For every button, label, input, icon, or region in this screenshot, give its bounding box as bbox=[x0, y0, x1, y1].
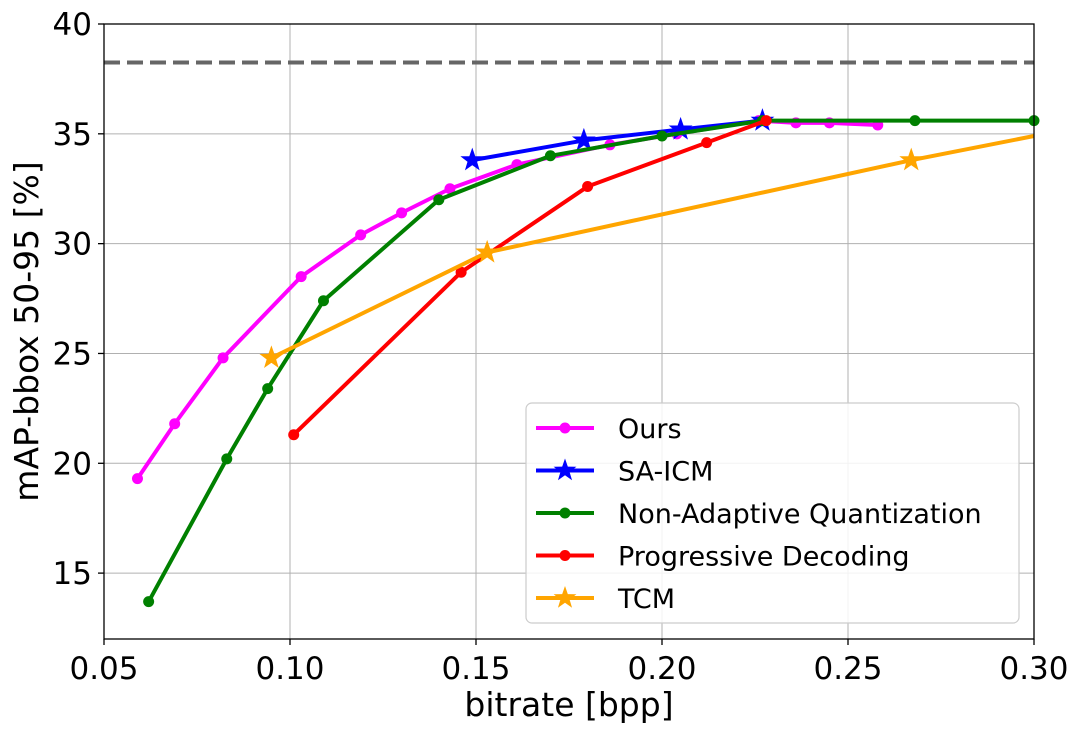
data-point-ours bbox=[396, 207, 408, 219]
series-layer bbox=[131, 108, 1040, 608]
data-point-non-adaptive-quantization bbox=[656, 130, 668, 142]
legend-item-progressive-decoding: Progressive Decoding bbox=[536, 542, 910, 573]
legend-label: Progressive Decoding bbox=[618, 542, 910, 573]
data-point-ours bbox=[169, 418, 181, 430]
data-point-non-adaptive-quantization bbox=[317, 295, 329, 307]
data-point-non-adaptive-quantization bbox=[262, 383, 274, 395]
data-point-tcm bbox=[259, 345, 284, 368]
data-point-non-adaptive-quantization bbox=[143, 596, 155, 608]
y-tick-label: 30 bbox=[53, 227, 92, 263]
data-point-progressive-decoding bbox=[582, 181, 594, 193]
y-tick-label: 15 bbox=[53, 556, 92, 592]
data-point-progressive-decoding bbox=[455, 266, 467, 278]
legend-box bbox=[525, 402, 1020, 624]
y-axis-label: mAP-bbox 50-95 [%] bbox=[7, 161, 46, 501]
x-tick-label: 0.10 bbox=[255, 651, 324, 687]
data-point-ours bbox=[444, 183, 456, 195]
legend-label: TCM bbox=[617, 584, 675, 615]
legend-item-non-adaptive-quantization: Non-Adaptive Quantization bbox=[536, 499, 982, 530]
data-point-progressive-decoding bbox=[288, 429, 300, 441]
legend-marker-circle bbox=[559, 422, 571, 434]
y-tick-label: 20 bbox=[53, 446, 92, 482]
series-line-progressive-decoding bbox=[292, 118, 767, 437]
data-point-tcm bbox=[899, 147, 924, 171]
x-tick-label: 0.05 bbox=[69, 651, 138, 687]
legend-marker-circle bbox=[559, 550, 571, 561]
y-tick-label: 40 bbox=[53, 7, 92, 43]
data-point-ours bbox=[295, 271, 307, 283]
series-line-tcm bbox=[270, 134, 1035, 360]
x-axis-label: bitrate [bpp] bbox=[464, 685, 673, 724]
legend-item-tcm: TCM bbox=[536, 584, 675, 615]
data-point-non-adaptive-quantization bbox=[909, 115, 921, 127]
legend-item-ours: Ours bbox=[536, 414, 682, 445]
y-tick-label: 25 bbox=[53, 336, 92, 372]
legend-label: Ours bbox=[618, 414, 682, 445]
series-progressive-decoding bbox=[288, 115, 772, 441]
x-tick-label: 0.20 bbox=[627, 651, 696, 687]
series-sa-icm bbox=[460, 108, 775, 171]
x-tick-label: 0.25 bbox=[813, 651, 882, 687]
axis-ticks: 0.05 0.10 0.15 0.20 0.25 0.30 15 20 25 30 35 40 bbox=[53, 7, 1069, 687]
legend-label: Non-Adaptive Quantization bbox=[618, 499, 982, 530]
legend-item-sa-icm: SA-ICM bbox=[536, 457, 713, 488]
legend-marker-star bbox=[553, 458, 577, 481]
data-point-sa-icm bbox=[571, 127, 596, 151]
data-point-non-adaptive-quantization bbox=[544, 150, 556, 162]
x-tick-label: 0.30 bbox=[999, 651, 1068, 687]
data-point-progressive-decoding bbox=[701, 137, 713, 149]
series-line-non-adaptive-quantization bbox=[146, 118, 1034, 603]
legend-marker-star bbox=[553, 586, 577, 608]
series-tcm bbox=[259, 134, 1035, 368]
data-point-non-adaptive-quantization bbox=[221, 453, 233, 465]
data-point-progressive-decoding bbox=[760, 115, 772, 127]
y-tick-label: 35 bbox=[53, 117, 92, 153]
data-point-sa-icm bbox=[460, 147, 485, 171]
data-point-ours bbox=[355, 229, 367, 241]
legend: Ours SA-ICM Non-Adaptive Quantization Progr… bbox=[525, 402, 1020, 624]
x-tick-label: 0.15 bbox=[441, 651, 510, 687]
data-point-non-adaptive-quantization bbox=[433, 194, 445, 206]
legend-label: SA-ICM bbox=[618, 457, 713, 488]
data-point-ours bbox=[217, 352, 229, 364]
legend-marker-circle bbox=[559, 507, 571, 519]
plot-frame bbox=[103, 23, 1035, 640]
data-point-tcm bbox=[475, 239, 500, 263]
data-point-ours bbox=[131, 473, 143, 485]
